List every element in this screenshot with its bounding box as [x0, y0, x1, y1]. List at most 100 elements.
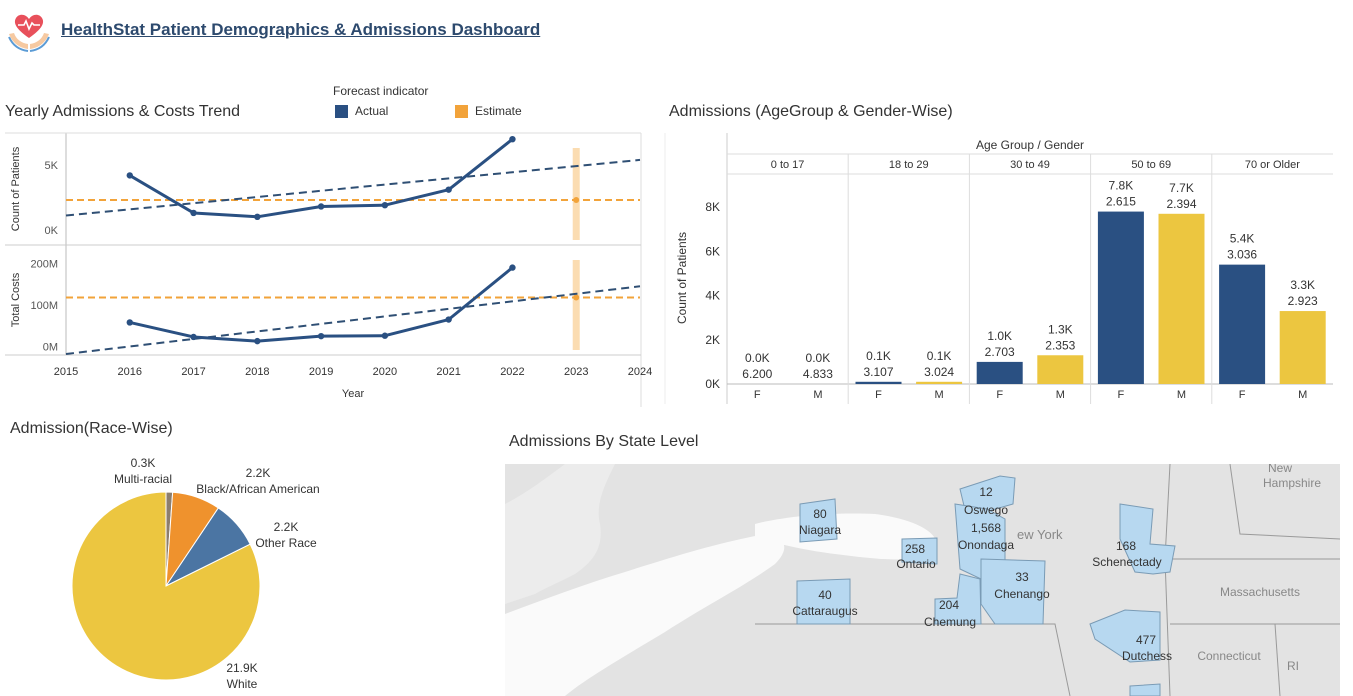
- age-bar-label-count: 1.3K: [1048, 322, 1073, 336]
- state-map[interactable]: 80 Niagara 258 Ontario 12 Oswego 1,568 O…: [505, 464, 1340, 696]
- age-bar: [976, 361, 1023, 384]
- pie-label-value-other-race: 2.2K: [274, 520, 299, 534]
- pie-label-name-other-race: Other Race: [255, 536, 317, 550]
- actual-point: [317, 332, 325, 340]
- age-group-label: 50 to 69: [1131, 159, 1171, 171]
- age-group-label: 70 or Older: [1245, 159, 1300, 171]
- county-cattaraugus[interactable]: [796, 578, 851, 625]
- county-chemung[interactable]: [934, 573, 982, 625]
- map-label-nh-2: Hampshire: [1263, 476, 1321, 490]
- age-ytick-label: 4K: [705, 289, 720, 303]
- app-logo: [6, 8, 52, 52]
- pie-label-name-black: Black/African American: [196, 482, 319, 496]
- map-value-onondaga: 1,568: [971, 521, 1001, 535]
- map-value-dutchess: 477: [1136, 633, 1156, 647]
- age-bar-label-count: 0.0K: [745, 351, 770, 365]
- dashboard-title[interactable]: HealthStat Patient Demographics & Admiss…: [61, 20, 541, 39]
- age-gender-label: M: [813, 389, 822, 401]
- actual-point: [254, 337, 261, 345]
- trend-ylabel-0: Count of Patients: [10, 146, 22, 231]
- legend-title: Forecast indicator: [333, 84, 429, 98]
- age-bar-label-ratio: 6.200: [742, 367, 772, 381]
- map-label-onondaga: Onondaga: [958, 538, 1014, 552]
- trend-xlabel: Year: [342, 388, 365, 400]
- map-label-niagara: Niagara: [799, 523, 841, 537]
- map-label-massachusetts: Massachusetts: [1220, 585, 1300, 599]
- age-bar-label-count: 7.7K: [1169, 181, 1194, 195]
- age-bar: [1158, 213, 1205, 384]
- map-value-niagara: 80: [813, 507, 827, 521]
- age-bar-label-ratio: 3.024: [924, 365, 954, 379]
- map-label-chemung: Chemung: [924, 615, 976, 629]
- county-niagara[interactable]: [799, 498, 838, 543]
- map-value-ontario: 258: [905, 542, 925, 556]
- age-bar: [855, 381, 902, 384]
- trend-xtick-label: 2017: [181, 366, 205, 378]
- trend-xtick-label: 2019: [309, 366, 333, 378]
- age-bar-label-count: 0.1K: [866, 349, 891, 363]
- age-header-label: Age Group / Gender: [976, 138, 1084, 152]
- border-ny-pa: [755, 623, 1071, 696]
- actual-point: [126, 172, 133, 179]
- map-value-chemung: 204: [939, 598, 959, 612]
- age-ylabel: Count of Patients: [675, 232, 689, 324]
- age-gender-label: M: [1056, 389, 1065, 401]
- map-label-chenango: Chenango: [994, 587, 1050, 601]
- actual-point: [190, 333, 197, 341]
- legend-estimate-label: Estimate: [475, 104, 522, 118]
- age-gender-label: M: [1177, 389, 1186, 401]
- actual-point: [381, 332, 389, 339]
- age-bar-label-count: 7.8K: [1109, 179, 1134, 193]
- age-bar-label-ratio: 2.923: [1288, 294, 1318, 308]
- trend-ytick-label: 5K: [45, 160, 59, 172]
- actual-point: [445, 186, 452, 193]
- actual-point: [445, 316, 452, 323]
- age-ytick-label: 2K: [705, 333, 720, 347]
- actual-point: [509, 135, 516, 143]
- pie-label-value-black: 2.2K: [246, 466, 271, 480]
- legend-actual-label: Actual: [355, 104, 389, 118]
- age-gender-label: F: [875, 389, 882, 401]
- age-bar: [1037, 355, 1084, 384]
- age-bar-label-ratio: 2.394: [1166, 197, 1196, 211]
- actual-point: [126, 319, 133, 326]
- trendline-1: [65, 285, 641, 355]
- age-gender-label: F: [1118, 389, 1125, 401]
- map-title: Admissions By State Level: [509, 433, 699, 450]
- map-value-cattaraugus: 40: [818, 588, 832, 602]
- trend-xtick-label: 2016: [118, 366, 142, 378]
- age-bar-label-ratio: 3.107: [863, 365, 893, 379]
- county-chenango[interactable]: [980, 558, 1046, 625]
- age-ytick-label: 6K: [705, 244, 720, 258]
- land-canada: [505, 464, 615, 604]
- age-bar: [1219, 264, 1266, 384]
- pie-label-name-multi-racial: Multi-racial: [114, 472, 172, 486]
- county-ontario[interactable]: [901, 537, 938, 565]
- pie-slice-black-african-american: [165, 491, 220, 588]
- actual-point: [381, 201, 389, 209]
- county-south[interactable]: [1129, 683, 1161, 696]
- map-label-nh-1: New: [1268, 464, 1292, 475]
- age-bar-label-ratio: 3.036: [1227, 248, 1257, 262]
- actual-point: [254, 213, 261, 221]
- legend-actual-swatch: [335, 105, 348, 118]
- trend-xtick-label: 2020: [373, 366, 397, 378]
- map-canvas[interactable]: 80 Niagara 258 Ontario 12 Oswego 1,568 O…: [505, 464, 1340, 696]
- age-bar-label-count: 3.3K: [1290, 278, 1315, 292]
- estimate-point-0: [573, 197, 580, 203]
- age-bar-label-ratio: 2.615: [1106, 195, 1136, 209]
- trend-xtick-label: 2018: [245, 366, 269, 378]
- trend-ytick-label: 0M: [43, 342, 58, 354]
- trendline-0: [65, 158, 641, 217]
- map-value-oswego: 12: [979, 485, 993, 499]
- age-group-label: 30 to 49: [1010, 159, 1050, 171]
- forecast-legend[interactable]: Forecast indicator Actual Estimate: [333, 84, 553, 124]
- age-gender-label: M: [1298, 389, 1307, 401]
- trend-xtick-label: 2023: [564, 366, 588, 378]
- pie-slice-multi-racial: [165, 491, 174, 587]
- map-value-schenectady: 168: [1116, 539, 1136, 553]
- county-dutchess[interactable]: [1089, 609, 1161, 663]
- age-bar-label-ratio: 2.353: [1045, 338, 1075, 352]
- map-label-ri: RI: [1287, 659, 1299, 673]
- county-schenectady[interactable]: [1119, 503, 1176, 575]
